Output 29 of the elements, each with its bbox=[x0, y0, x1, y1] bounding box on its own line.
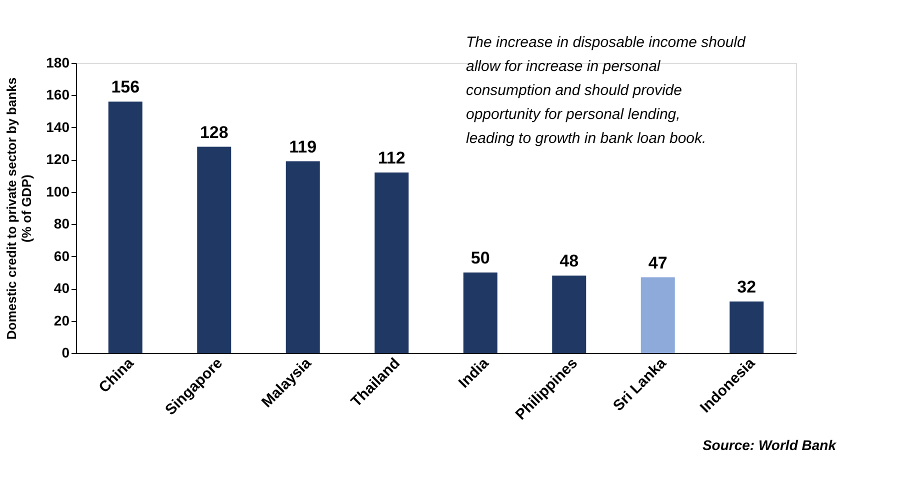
bar bbox=[552, 276, 586, 353]
bar bbox=[286, 161, 320, 353]
annotation: The increase in disposable income should allow for increase in personal consumption and should provide opportunity for personal lending, leading to growth in bank loan book. bbox=[466, 34, 746, 147]
bar bbox=[374, 172, 409, 353]
data-label: 32 bbox=[737, 277, 756, 296]
data-label: 47 bbox=[648, 253, 668, 272]
data-label: 112 bbox=[378, 148, 406, 168]
y-tick-label: 40 bbox=[54, 280, 70, 296]
y-tick-label: 0 bbox=[62, 344, 70, 360]
data-label: 128 bbox=[200, 122, 228, 142]
y-tick-label: 180 bbox=[46, 54, 70, 70]
y-tick-label: 160 bbox=[46, 86, 70, 103]
data-label: 50 bbox=[470, 248, 490, 268]
y-tick-label: 80 bbox=[54, 216, 70, 232]
data-label: 156 bbox=[111, 78, 140, 97]
y-tick-label: 60 bbox=[54, 248, 70, 264]
source-note: Source: World Bank bbox=[702, 437, 838, 453]
y-tick-label: 140 bbox=[46, 118, 70, 135]
bar bbox=[463, 272, 498, 353]
y-tick-label: 100 bbox=[46, 183, 70, 200]
y-tick-label: 120 bbox=[46, 151, 70, 168]
data-label: 48 bbox=[560, 252, 579, 271]
bar bbox=[108, 102, 142, 353]
y-axis-title: Domestic credit to private sector by banks (% of GDP) bbox=[4, 77, 34, 340]
bar bbox=[640, 277, 675, 353]
bar bbox=[730, 301, 764, 353]
data-label: 119 bbox=[289, 137, 317, 156]
bar bbox=[197, 146, 232, 353]
y-tick-label: 20 bbox=[54, 312, 70, 328]
